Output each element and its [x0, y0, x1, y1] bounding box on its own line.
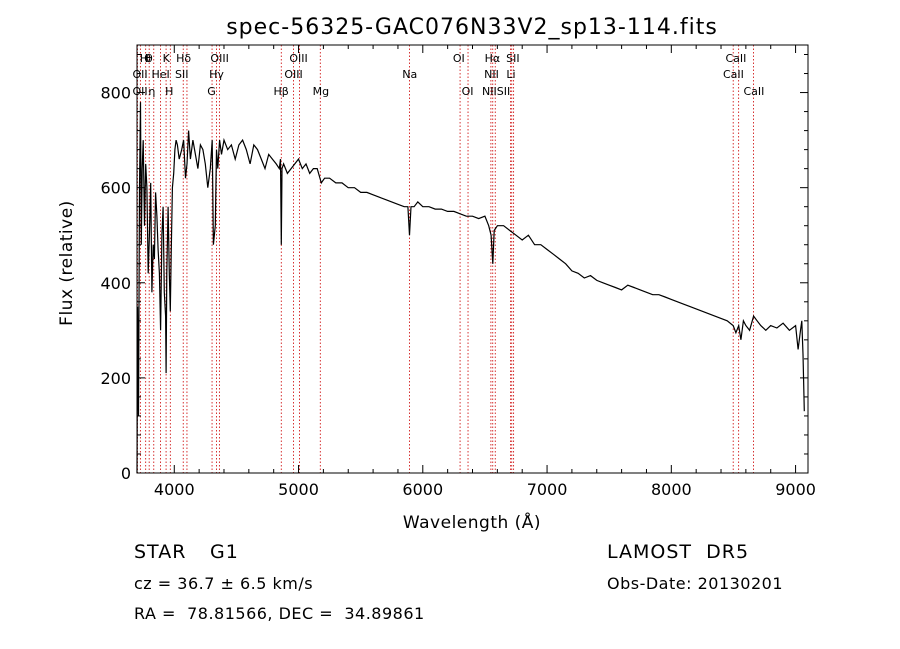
spectral-line-label: OII — [133, 68, 148, 81]
spectral-line-label: CaII — [725, 52, 746, 65]
x-tick-label: 4000 — [154, 480, 195, 499]
spectral-line-label: SII — [175, 68, 188, 81]
sky-coordinates: RA = 78.81566, DEC = 34.89861 — [134, 604, 425, 623]
y-tick-label: 400 — [100, 274, 131, 293]
object-subclass: G1 — [210, 541, 239, 563]
spectral-line-label: HeI — [151, 68, 169, 81]
spectral-line-label: Na — [402, 68, 417, 81]
x-tick-label: 7000 — [527, 480, 568, 499]
x-tick-label: 6000 — [402, 480, 443, 499]
spectral-line-label: H — [140, 52, 148, 65]
y-tick-label: 600 — [100, 179, 131, 198]
spectral-line-label: OII — [133, 85, 148, 98]
x-tick-label: 5000 — [278, 480, 319, 499]
y-axis: 0 200 400 600 800 — [100, 54, 808, 483]
y-tick-label: 200 — [100, 369, 131, 388]
chart-title: spec-56325-GAC076N33V2_sp13-114.fits — [226, 15, 718, 40]
spectral-line-markers — [137, 45, 754, 473]
spectral-line-label: Li — [506, 68, 515, 81]
spectral-line-label: OI — [453, 52, 465, 65]
survey-name: LAMOST DR5 — [607, 541, 750, 563]
x-axis-label: Wavelength (Å) — [403, 511, 541, 533]
spectral-line-label: Mg — [313, 85, 329, 98]
spectral-line-label: Hγ — [209, 68, 224, 81]
spectral-line-label: OIII — [289, 52, 307, 65]
spectral-line-label: NIISII — [482, 85, 510, 98]
spectral-line-label: SII — [506, 52, 519, 65]
x-tick-label: 8000 — [651, 480, 692, 499]
spectrum-line — [136, 102, 805, 474]
spectral-line-label: CaII — [723, 68, 744, 81]
spectral-line-label: K — [163, 52, 171, 65]
y-axis-label: Flux (relative) — [57, 200, 77, 326]
spectral-line-label: θ — [146, 52, 153, 65]
spectral-line-label: Hβ — [273, 85, 288, 98]
redshift-velocity: cz = 36.7 ± 6.5 km/s — [134, 574, 314, 593]
spectral-line-label: θ — [144, 52, 151, 65]
spectral-line-label: CaII — [743, 85, 764, 98]
x-axis: 4000 5000 6000 7000 8000 9000 — [154, 45, 816, 499]
spectral-line-label: OIII — [284, 68, 302, 81]
y-tick-label: 800 — [100, 84, 131, 103]
spectral-line-label: Hα — [485, 52, 501, 65]
y-tick-label: 0 — [121, 464, 131, 483]
plot-frame — [136, 44, 809, 474]
spectral-line-label: η — [148, 85, 155, 98]
spectral-line-label: NII — [484, 68, 499, 81]
spectral-line-label: H — [165, 85, 173, 98]
observation-date: Obs-Date: 20130201 — [607, 574, 784, 593]
object-class: STAR — [134, 541, 187, 563]
spectral-line-label: Hδ — [176, 52, 191, 65]
spectral-line-label: OI — [462, 85, 474, 98]
spectral-line-label: OIII — [210, 52, 228, 65]
x-tick-label: 9000 — [775, 480, 816, 499]
spectral-line-label: G — [207, 85, 216, 98]
